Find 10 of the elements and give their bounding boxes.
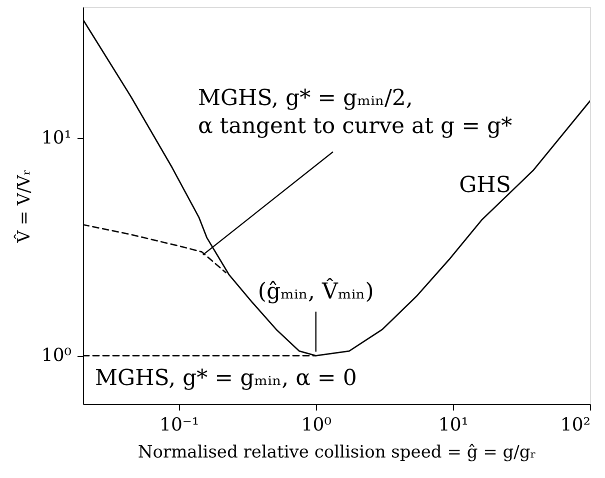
x-tick-label: 10² [560, 414, 590, 436]
x-tick-label: 10⁰ [301, 414, 332, 436]
y-axis-title: V̂ = V/Vᵣ [13, 169, 34, 244]
x-tick-label: 10⁻¹ [159, 414, 200, 436]
x-axis-title: Normalised relative collision speed = ĝ = g/gᵣ [138, 442, 536, 462]
annotation: GHS [459, 173, 511, 198]
annotation: MGHS, g* = gₘᵢₙ, α = 0 [95, 366, 357, 391]
x-tick-label: 10¹ [438, 414, 468, 436]
annotation: MGHS, g* = gₘᵢₙ/2, α tangent to curve at g = g* [198, 86, 512, 139]
annotation: (ĝₘᵢₙ, V̂ₘᵢₙ) [258, 278, 374, 305]
